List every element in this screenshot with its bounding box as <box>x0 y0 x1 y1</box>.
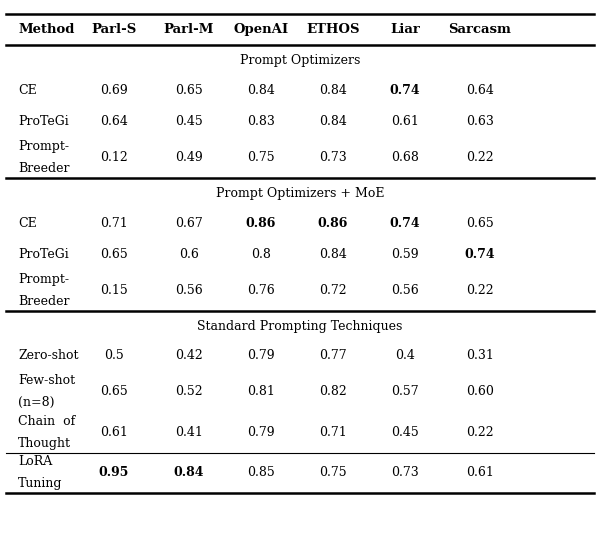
Text: Few-shot: Few-shot <box>18 374 75 388</box>
Text: ProTeGi: ProTeGi <box>18 115 69 128</box>
Text: 0.72: 0.72 <box>319 284 347 297</box>
Text: Breeder: Breeder <box>18 294 70 308</box>
Text: Prompt Optimizers + MoE: Prompt Optimizers + MoE <box>216 187 384 200</box>
Text: Breeder: Breeder <box>18 161 70 175</box>
Text: 0.84: 0.84 <box>174 466 204 480</box>
Text: Prompt Optimizers: Prompt Optimizers <box>240 54 360 67</box>
Text: 0.79: 0.79 <box>247 349 275 362</box>
Text: ETHOS: ETHOS <box>306 23 360 36</box>
Text: 0.65: 0.65 <box>175 84 203 97</box>
Text: 0.75: 0.75 <box>247 151 275 164</box>
Text: 0.84: 0.84 <box>319 84 347 97</box>
Text: 0.5: 0.5 <box>104 349 124 362</box>
Text: 0.71: 0.71 <box>319 426 347 439</box>
Text: 0.41: 0.41 <box>175 426 203 439</box>
Text: Prompt-: Prompt- <box>18 140 69 153</box>
Text: 0.15: 0.15 <box>100 284 128 297</box>
Text: 0.6: 0.6 <box>179 248 199 261</box>
Text: 0.82: 0.82 <box>319 385 347 399</box>
Text: Parl-S: Parl-S <box>91 23 137 36</box>
Text: Liar: Liar <box>390 23 420 36</box>
Text: Standard Prompting Techniques: Standard Prompting Techniques <box>197 320 403 333</box>
Text: 0.64: 0.64 <box>100 115 128 128</box>
Text: 0.69: 0.69 <box>100 84 128 97</box>
Text: 0.77: 0.77 <box>319 349 347 362</box>
Text: 0.67: 0.67 <box>175 217 203 230</box>
Text: 0.65: 0.65 <box>466 217 494 230</box>
Text: Parl-M: Parl-M <box>164 23 214 36</box>
Text: 0.64: 0.64 <box>466 84 494 97</box>
Text: CE: CE <box>18 84 37 97</box>
Text: 0.86: 0.86 <box>318 217 348 230</box>
Text: 0.79: 0.79 <box>247 426 275 439</box>
Text: 0.56: 0.56 <box>175 284 203 297</box>
Text: Chain  of: Chain of <box>18 415 75 428</box>
Text: 0.60: 0.60 <box>466 385 494 399</box>
Text: 0.84: 0.84 <box>247 84 275 97</box>
Text: 0.42: 0.42 <box>175 349 203 362</box>
Text: 0.63: 0.63 <box>466 115 494 128</box>
Text: 0.56: 0.56 <box>391 284 419 297</box>
Text: 0.22: 0.22 <box>466 151 494 164</box>
Text: 0.86: 0.86 <box>246 217 276 230</box>
Text: 0.57: 0.57 <box>391 385 419 399</box>
Text: 0.8: 0.8 <box>251 248 271 261</box>
Text: 0.71: 0.71 <box>100 217 128 230</box>
Text: 0.61: 0.61 <box>391 115 419 128</box>
Text: 0.84: 0.84 <box>319 248 347 261</box>
Text: 0.12: 0.12 <box>100 151 128 164</box>
Text: 0.81: 0.81 <box>247 385 275 399</box>
Text: 0.65: 0.65 <box>100 248 128 261</box>
Text: OpenAI: OpenAI <box>233 23 289 36</box>
Text: 0.49: 0.49 <box>175 151 203 164</box>
Text: Tuning: Tuning <box>18 477 62 490</box>
Text: CE: CE <box>18 217 37 230</box>
Text: 0.74: 0.74 <box>389 217 421 230</box>
Text: 0.22: 0.22 <box>466 284 494 297</box>
Text: 0.85: 0.85 <box>247 466 275 480</box>
Text: 0.75: 0.75 <box>319 466 347 480</box>
Text: (n=8): (n=8) <box>18 396 55 409</box>
Text: 0.59: 0.59 <box>391 248 419 261</box>
Text: Zero-shot: Zero-shot <box>18 349 79 362</box>
Text: 0.95: 0.95 <box>99 466 129 480</box>
Text: 0.68: 0.68 <box>391 151 419 164</box>
Text: Method: Method <box>18 23 74 36</box>
Text: Thought: Thought <box>18 436 71 450</box>
Text: 0.4: 0.4 <box>395 349 415 362</box>
Text: ProTeGi: ProTeGi <box>18 248 69 261</box>
Text: 0.31: 0.31 <box>466 349 494 362</box>
Text: 0.76: 0.76 <box>247 284 275 297</box>
Text: 0.65: 0.65 <box>100 385 128 399</box>
Text: 0.52: 0.52 <box>175 385 203 399</box>
Text: 0.45: 0.45 <box>175 115 203 128</box>
Text: 0.22: 0.22 <box>466 426 494 439</box>
Text: 0.74: 0.74 <box>389 84 421 97</box>
Text: 0.61: 0.61 <box>100 426 128 439</box>
Text: 0.45: 0.45 <box>391 426 419 439</box>
Text: LoRA: LoRA <box>18 455 52 469</box>
Text: 0.84: 0.84 <box>319 115 347 128</box>
Text: 0.73: 0.73 <box>391 466 419 480</box>
Text: 0.74: 0.74 <box>464 248 496 261</box>
Text: 0.61: 0.61 <box>466 466 494 480</box>
Text: 0.83: 0.83 <box>247 115 275 128</box>
Text: Sarcasm: Sarcasm <box>449 23 511 36</box>
Text: Prompt-: Prompt- <box>18 273 69 286</box>
Text: 0.73: 0.73 <box>319 151 347 164</box>
